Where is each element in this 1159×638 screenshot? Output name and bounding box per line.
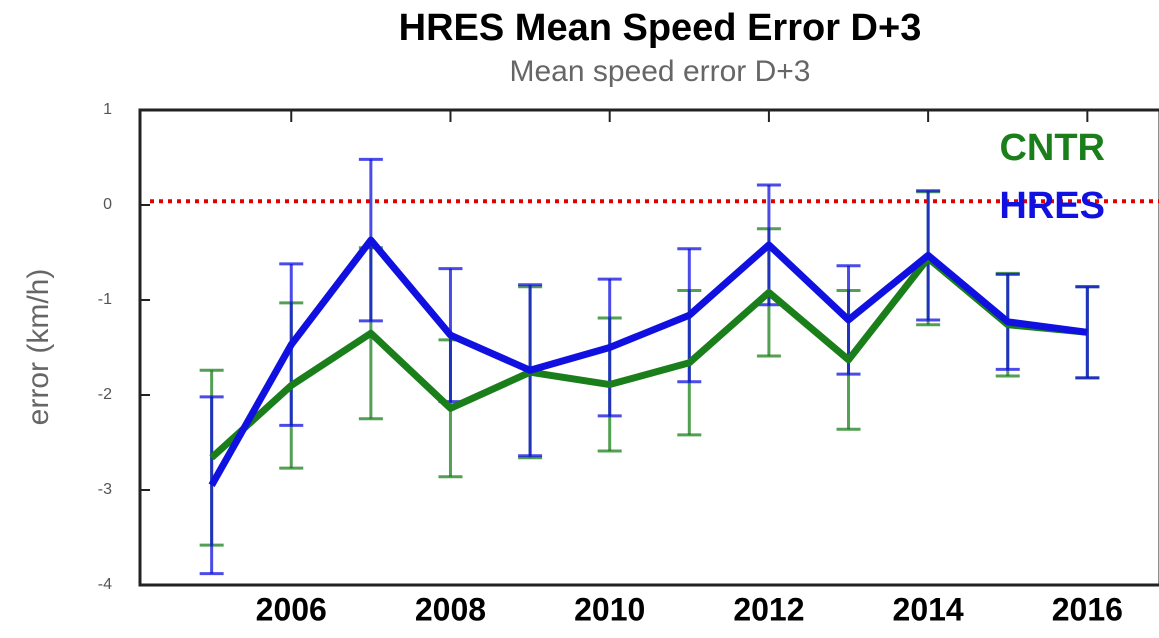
label-backdrop bbox=[215, 590, 1159, 633]
series-line bbox=[209, 254, 1088, 461]
chart-title: HRES Mean Speed Error D+3 bbox=[399, 7, 922, 49]
x-tick-label: 2012 bbox=[733, 591, 804, 627]
y-tick-label: 0 bbox=[103, 196, 112, 213]
y-tick-label: -3 bbox=[98, 481, 112, 498]
x-tick-label: 2010 bbox=[574, 591, 645, 627]
y-tick-label: 1 bbox=[103, 101, 112, 118]
y-tick-label: -1 bbox=[98, 291, 112, 308]
x-tick-label: 2014 bbox=[893, 591, 964, 627]
y-tick-label: -2 bbox=[98, 386, 112, 403]
legend-label: HRES bbox=[999, 185, 1105, 227]
y-axis-label: error (km/h) bbox=[22, 269, 55, 426]
x-tick-label: 2016 bbox=[1052, 591, 1123, 627]
series-line bbox=[208, 236, 1088, 487]
y-tick-label: -4 bbox=[98, 576, 112, 593]
legend-label: CNTR bbox=[999, 127, 1105, 169]
chart-subtitle: Mean speed error D+3 bbox=[510, 55, 811, 88]
x-tick-label: 2006 bbox=[256, 591, 327, 627]
plot-frame bbox=[138, 108, 1159, 587]
x-tick-label: 2008 bbox=[415, 591, 486, 627]
